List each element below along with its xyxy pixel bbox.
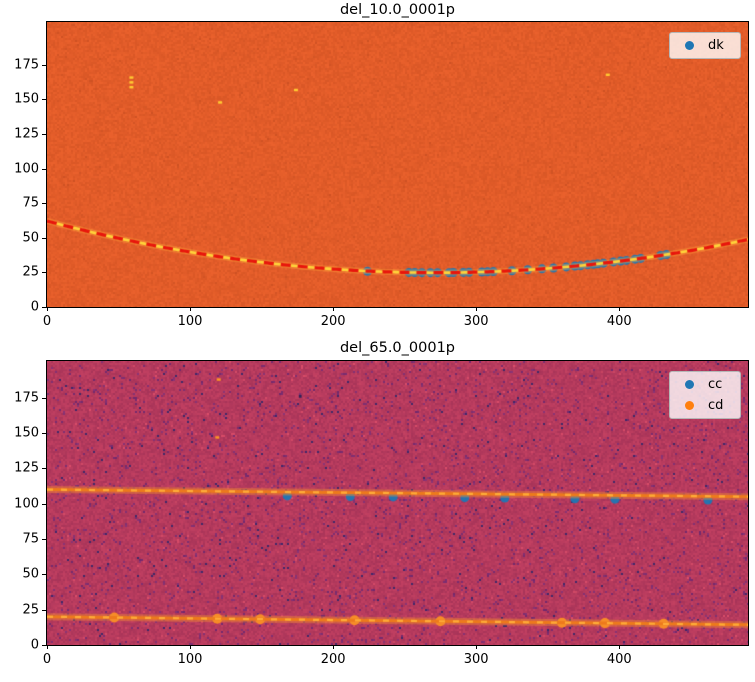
- legend-label: dk: [708, 38, 724, 53]
- legend-marker-icon: [685, 41, 694, 50]
- subplot-bottom-legend: cc cd: [669, 371, 741, 419]
- y-tick-label: 175: [14, 390, 39, 406]
- x-tick-mark: [47, 307, 48, 311]
- y-tick-label: 75: [22, 195, 39, 211]
- y-tick-mark: [42, 645, 46, 646]
- x-tick-mark: [619, 645, 621, 649]
- x-tick-mark: [476, 645, 478, 649]
- subplot-top-axes: dk: [46, 21, 749, 308]
- y-tick-mark: [42, 134, 46, 136]
- subplot-top-canvas: [47, 22, 748, 307]
- y-tick-label: 50: [22, 230, 39, 246]
- subplot-bottom-axes: cc cd: [46, 360, 749, 646]
- x-tick-label: 0: [42, 314, 52, 329]
- y-tick-label: 150: [14, 91, 39, 107]
- y-tick-label: 0: [30, 299, 39, 315]
- y-tick-mark: [42, 168, 46, 170]
- y-tick-mark: [42, 468, 46, 470]
- legend-label: cc: [708, 377, 723, 392]
- x-tick-label: 200: [320, 314, 346, 329]
- y-tick-mark: [42, 272, 46, 274]
- x-tick-mark: [47, 645, 48, 649]
- x-tick-label: 100: [177, 314, 203, 329]
- legend-item-cc: cc: [679, 377, 730, 392]
- y-tick-label: 100: [14, 161, 39, 177]
- subplot-bottom-canvas: [47, 361, 748, 645]
- y-tick-label: 125: [14, 460, 39, 476]
- subplot-top-legend: dk: [669, 32, 741, 59]
- subplot-bottom-title: del_65.0_0001p: [339, 340, 456, 356]
- legend-marker-icon: [685, 401, 694, 410]
- x-tick-mark: [476, 307, 478, 311]
- x-tick-mark: [619, 307, 621, 311]
- y-tick-label: 150: [14, 425, 39, 441]
- y-tick-mark: [42, 99, 46, 101]
- x-tick-mark: [190, 645, 192, 649]
- x-tick-mark: [190, 307, 192, 311]
- y-tick-label: 50: [22, 566, 39, 582]
- y-tick-label: 25: [22, 602, 39, 618]
- y-tick-mark: [42, 307, 46, 308]
- legend-label: cd: [708, 398, 724, 413]
- x-tick-label: 200: [320, 652, 346, 667]
- legend-item-dk: dk: [679, 38, 730, 53]
- y-tick-mark: [42, 539, 46, 541]
- x-tick-label: 100: [177, 652, 203, 667]
- y-tick-label: 0: [30, 637, 39, 653]
- y-tick-mark: [42, 574, 46, 576]
- y-tick-label: 75: [22, 531, 39, 547]
- y-tick-mark: [42, 609, 46, 611]
- x-tick-label: 300: [463, 652, 489, 667]
- y-tick-label: 100: [14, 496, 39, 512]
- y-tick-label: 175: [14, 57, 39, 73]
- legend-marker-icon: [685, 380, 694, 389]
- y-tick-mark: [42, 64, 46, 66]
- y-tick-label: 125: [14, 126, 39, 142]
- x-tick-label: 400: [606, 314, 632, 329]
- subplot-top-title: del_10.0_0001p: [339, 2, 456, 18]
- y-tick-label: 25: [22, 264, 39, 280]
- legend-item-cd: cd: [679, 398, 730, 413]
- x-tick-mark: [333, 307, 335, 311]
- x-tick-mark: [333, 645, 335, 649]
- y-tick-mark: [42, 433, 46, 435]
- y-tick-mark: [42, 503, 46, 505]
- x-tick-label: 300: [463, 314, 489, 329]
- y-tick-mark: [42, 237, 46, 239]
- x-tick-label: 0: [42, 652, 52, 667]
- y-tick-mark: [42, 203, 46, 205]
- x-tick-label: 400: [606, 652, 632, 667]
- y-tick-mark: [42, 397, 46, 399]
